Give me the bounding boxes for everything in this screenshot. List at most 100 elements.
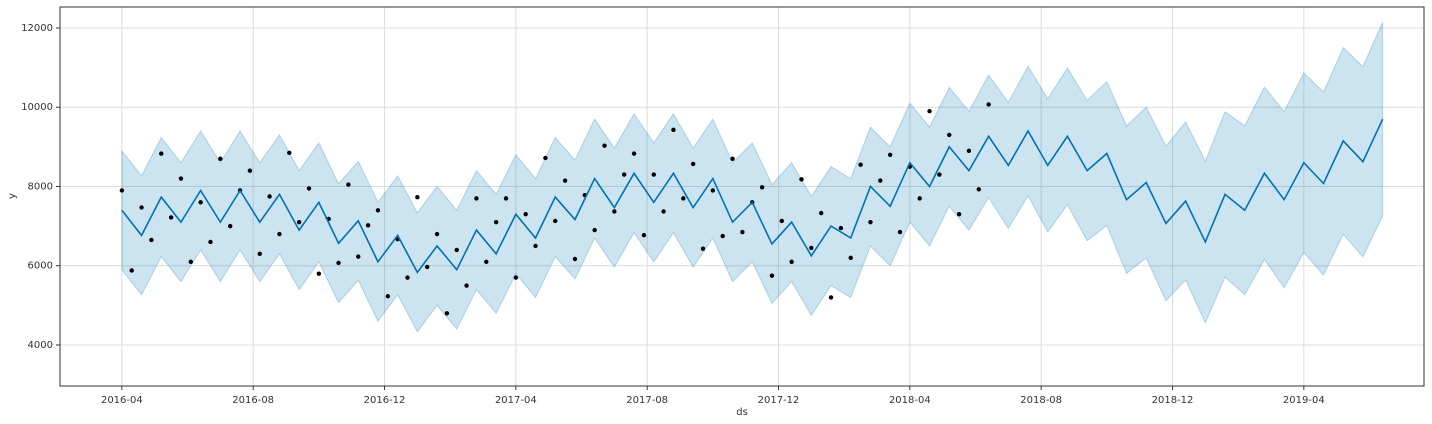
observed-point — [769, 273, 775, 278]
x-tick-label: 2017-08 — [626, 395, 668, 406]
observed-point — [917, 196, 922, 201]
observed-point — [523, 212, 528, 217]
observed-point — [681, 196, 686, 201]
observed-point — [405, 275, 410, 280]
observed-point — [543, 155, 548, 161]
observed-point — [651, 172, 656, 177]
y-tick-label: 6000 — [28, 261, 53, 272]
observed-point — [602, 143, 607, 148]
observed-point — [868, 219, 873, 225]
observed-point — [572, 256, 578, 262]
x-tick-label: 2017-12 — [758, 395, 800, 406]
y-tick-label: 12000 — [21, 23, 53, 34]
forecast-line — [121, 118, 1384, 274]
y-tick-label: 10000 — [21, 102, 53, 113]
observed-point — [464, 283, 469, 288]
observed-point — [316, 271, 322, 276]
observed-point — [365, 223, 371, 228]
observed-point — [208, 239, 213, 245]
observed-point — [848, 255, 853, 261]
observed-point — [484, 259, 489, 264]
observed-point — [937, 172, 942, 177]
observed-point — [789, 259, 794, 264]
observed-point — [533, 243, 538, 249]
observed-point — [818, 210, 824, 216]
observed-point — [641, 233, 647, 238]
observed-point — [710, 188, 716, 193]
x-tick-label: 2016-04 — [101, 395, 143, 406]
observed-point — [434, 231, 440, 237]
observed-point — [947, 132, 952, 138]
observed-point — [188, 259, 194, 264]
observed-point — [425, 264, 430, 270]
observed-point — [168, 215, 174, 220]
observed-point — [799, 177, 804, 182]
observed-point — [878, 178, 883, 183]
observed-point — [493, 219, 499, 225]
x-tick-label: 2016-12 — [364, 395, 406, 406]
x-tick-label: 2017-04 — [495, 395, 537, 406]
observed-point — [740, 229, 745, 235]
observed-point — [809, 245, 814, 251]
observed-point — [592, 227, 597, 233]
observed-point — [336, 260, 341, 266]
observed-point — [661, 209, 666, 214]
uncertainty-band — [121, 22, 1384, 333]
observed-point — [621, 172, 627, 177]
observed-point — [159, 151, 164, 156]
x-axis-label: ds — [736, 407, 748, 418]
plot-area — [60, 7, 1424, 386]
observed-point — [956, 212, 962, 217]
observed-point — [897, 229, 903, 235]
x-tick-label: 2018-04 — [889, 395, 931, 406]
observed-point — [444, 311, 450, 316]
observed-point — [838, 225, 844, 231]
observed-point — [966, 148, 972, 154]
observed-point — [553, 218, 558, 224]
observed-point — [178, 176, 184, 181]
x-tick-label: 2018-08 — [1020, 395, 1062, 406]
observed-point — [267, 194, 272, 199]
observed-point — [927, 109, 932, 114]
observed-point — [631, 151, 637, 156]
observed-point — [385, 294, 391, 299]
observed-point — [976, 187, 981, 192]
observed-point — [149, 237, 154, 243]
y-tick-label: 8000 — [28, 181, 53, 192]
observed-point — [779, 218, 784, 224]
plot-layer — [60, 7, 1424, 386]
observed-point — [474, 196, 479, 201]
observed-point — [720, 233, 725, 239]
observed-point — [287, 150, 292, 156]
observed-point — [671, 127, 676, 133]
observed-point — [986, 102, 991, 107]
y-axis-label: y — [7, 193, 18, 199]
observed-point — [198, 200, 203, 205]
observed-point — [139, 205, 144, 210]
observed-point — [296, 219, 302, 225]
observed-point — [887, 152, 893, 157]
observed-point — [119, 188, 125, 193]
observed-point — [306, 186, 312, 191]
observed-point — [454, 247, 459, 253]
observed-point — [562, 178, 568, 183]
observed-point — [277, 231, 282, 237]
observed-point — [513, 275, 519, 280]
observed-point — [257, 251, 262, 257]
observed-point — [690, 161, 696, 167]
observed-point — [247, 168, 253, 173]
observed-point — [346, 182, 351, 187]
observed-point — [759, 185, 765, 190]
observed-point — [415, 194, 420, 200]
observed-point — [828, 295, 834, 300]
x-tick-label: 2019-04 — [1283, 395, 1325, 406]
observed-point — [356, 254, 361, 259]
x-tick-label: 2018-12 — [1152, 395, 1194, 406]
observed-point — [858, 162, 863, 167]
observed-point — [218, 156, 223, 161]
observed-point — [228, 223, 233, 229]
plot-frame — [59, 6, 1425, 387]
observed-point — [700, 246, 706, 251]
observed-point — [375, 208, 381, 213]
observed-point — [129, 268, 134, 273]
